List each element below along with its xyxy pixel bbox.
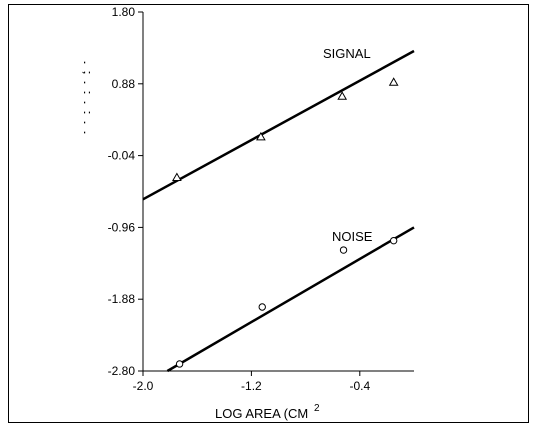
fit-lines — [142, 49, 415, 373]
y-tick-label: 1.80 — [112, 5, 136, 19]
axes — [142, 12, 414, 372]
data-point-triangle — [337, 91, 348, 100]
data-point-circle — [258, 303, 266, 311]
data-point-triangle — [172, 172, 182, 181]
data-point-circle — [339, 246, 348, 254]
y-tick-label: -1.88 — [108, 292, 136, 306]
series-label: NOISE — [332, 229, 373, 244]
data-point-circle — [389, 236, 398, 245]
ticks: 1.80 0.88 -0.04 -0.96 -1.88 -2.80-2.0 -1.2 -0.4 — [108, 5, 371, 393]
series-label: SIGNAL — [323, 46, 371, 61]
x-axis-title-superscript: 2 — [314, 403, 320, 414]
y-tick-label: 0.88 — [112, 77, 136, 91]
fit-line — [142, 49, 415, 201]
data-point-triangle — [388, 77, 399, 86]
fit-line — [166, 226, 415, 373]
x-tick-label: -2.0 — [133, 379, 154, 393]
clipped-y-axis-label-text: . ; . : . : . . — [81, 60, 93, 135]
y-tick-label: -2.80 — [108, 364, 136, 378]
data-point-circle — [175, 360, 184, 368]
clipped-y-axis-label: . ; . : . : . . — [81, 60, 93, 135]
x-tick-label: -0.4 — [349, 379, 370, 393]
y-tick-label: -0.04 — [108, 149, 136, 163]
x-axis-title: LOG AREA (CM — [215, 406, 308, 421]
data-points — [172, 77, 399, 368]
data-point-triangle — [256, 131, 266, 141]
series-labels: SIGNAL NOISE — [323, 46, 373, 244]
y-tick-label: -0.96 — [108, 220, 136, 234]
x-axis-title-group: LOG AREA (CM 2 — [215, 403, 320, 421]
x-tick-label: -1.2 — [241, 379, 262, 393]
chart-frame — [8, 4, 529, 423]
